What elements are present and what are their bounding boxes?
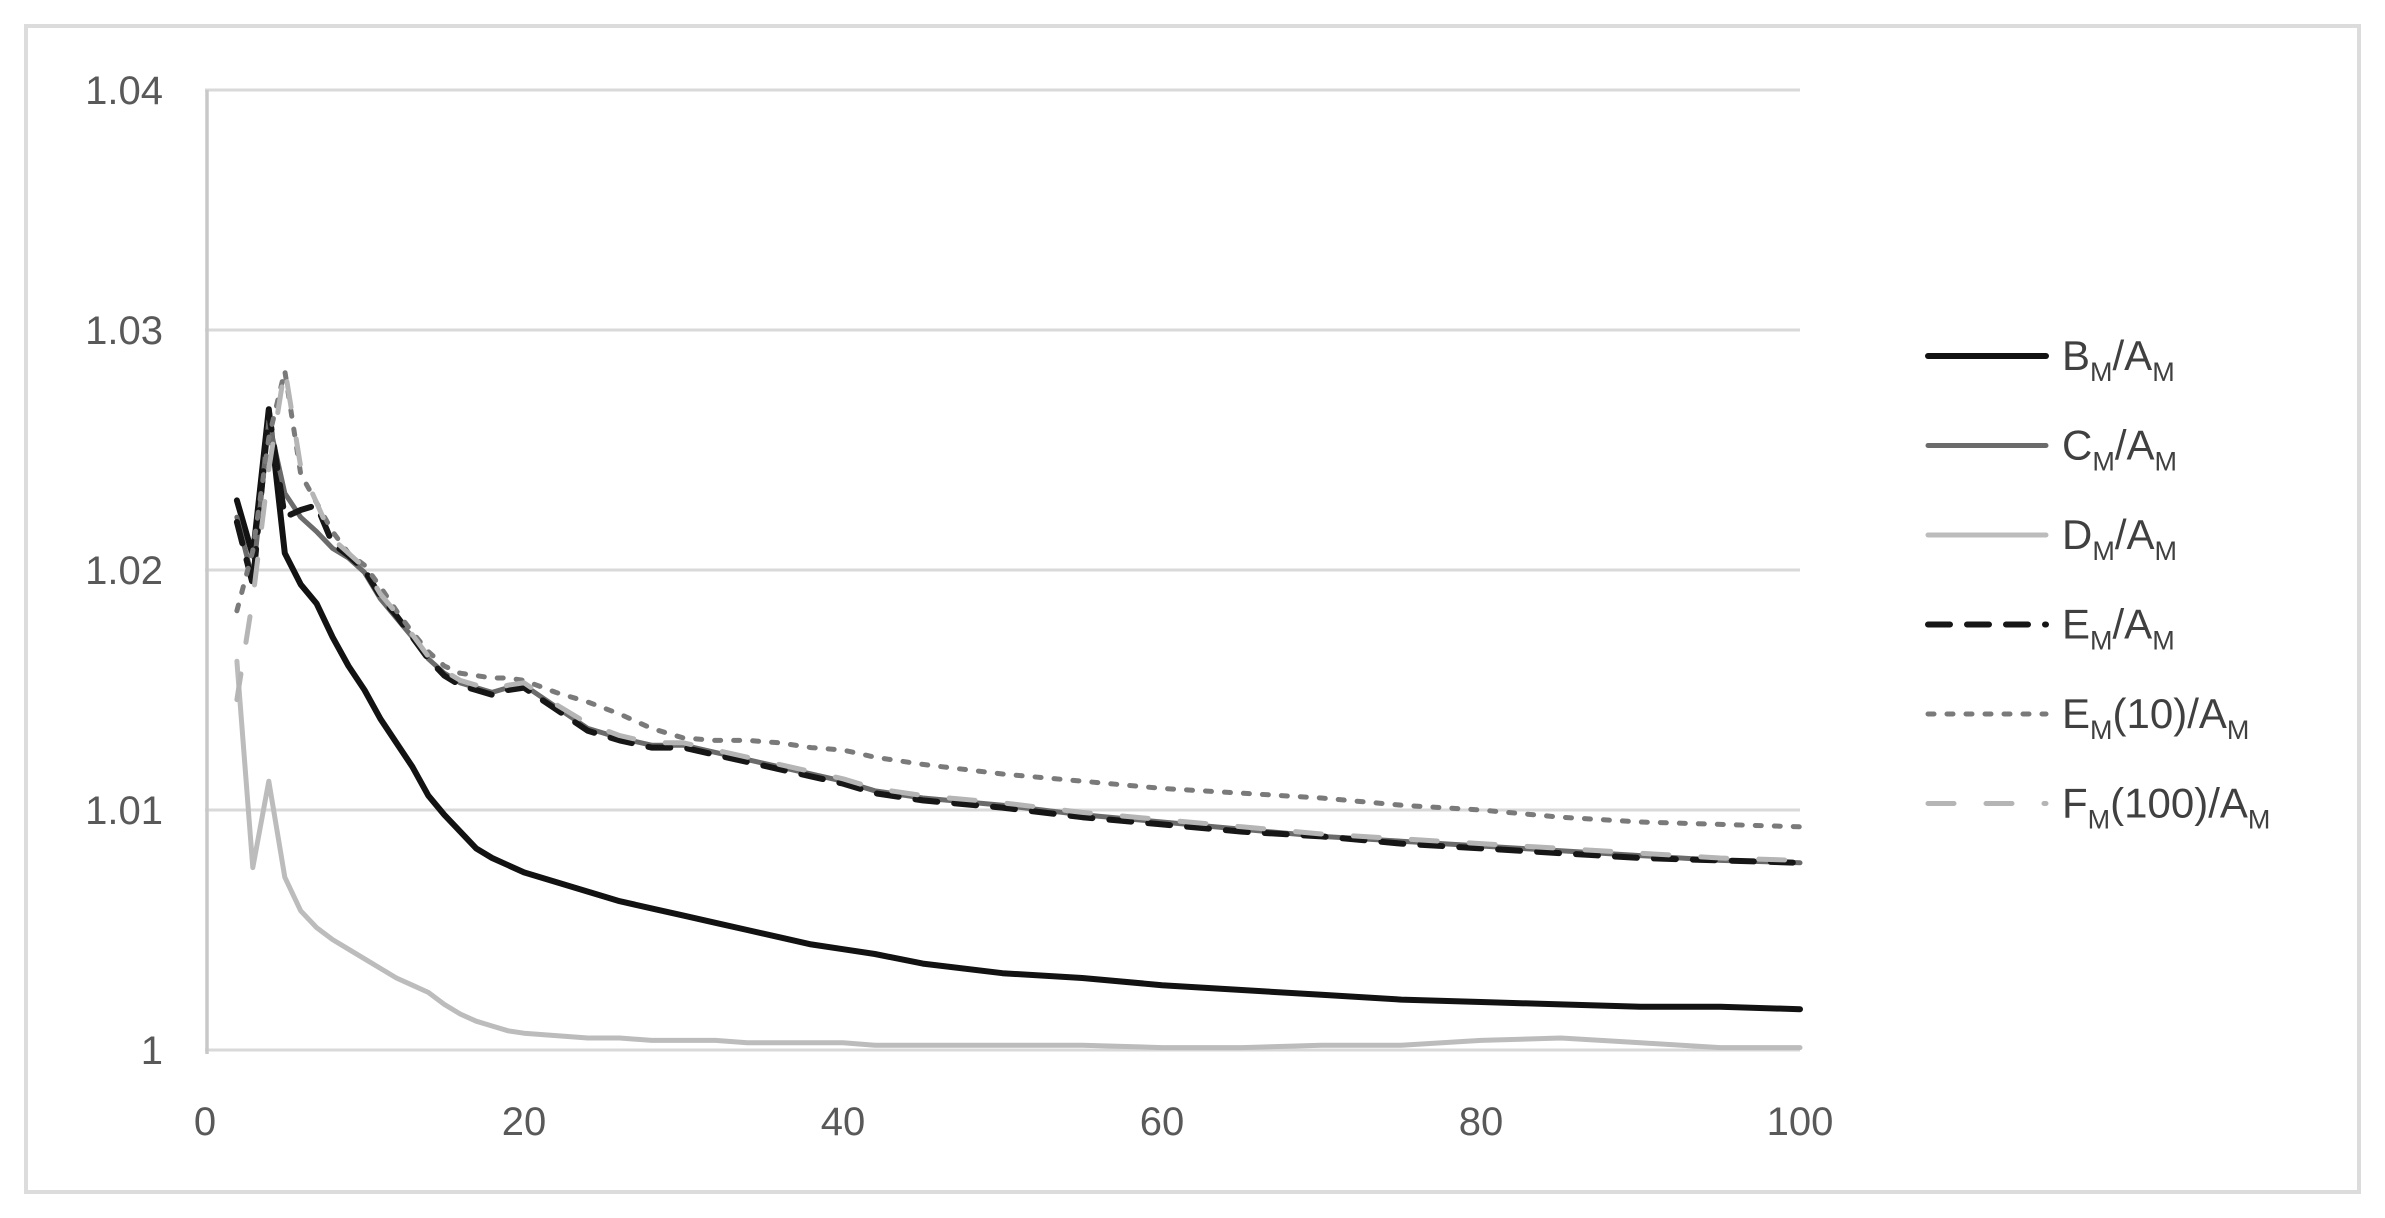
- series-line-b-m-a-m: [233, 406, 1803, 1013]
- x-tick-label: 100: [1767, 1100, 1834, 1144]
- series-line-e-m-10-a-m: [234, 368, 1803, 830]
- legend-label: FM​(100)/AM​: [2062, 780, 2270, 835]
- legend-item-e-m-a-m: EM​/AM​: [1925, 601, 2175, 656]
- y-tick-label: 1.03: [85, 309, 163, 353]
- y-tick-label: 1: [141, 1029, 163, 1073]
- gridlines: [205, 88, 1800, 1052]
- legend: BM​/AM​ CM​/AM​ DM​/AM​ EM​/AM​ EM​(10)/AM​ F…: [1925, 332, 2270, 835]
- series-line-d-m-a-m: [234, 658, 1803, 1051]
- series-line-c-m-a-m: [234, 418, 1803, 866]
- legend-item-e-m-10-a-m: EM​(10)/AM​: [1925, 690, 2249, 745]
- legend-label: DM​/AM​: [2062, 511, 2177, 566]
- legend-item-d-m-a-m: DM​/AM​: [1925, 511, 2177, 566]
- series-line-e-m-a-m: [233, 408, 1803, 866]
- series-lines: [233, 365, 1803, 1051]
- x-tick-label: 20: [502, 1100, 547, 1144]
- y-tick-label: 1.04: [85, 69, 163, 113]
- x-tick-label: 80: [1459, 1100, 1504, 1144]
- x-tick-label: 0: [194, 1100, 216, 1144]
- legend-label: BM​/AM​: [2062, 332, 2175, 387]
- y-tick-label: 1.01: [85, 789, 163, 833]
- legend-label: CM​/AM​: [2062, 422, 2177, 477]
- x-tick-label: 40: [821, 1100, 866, 1144]
- series-line-f-m-100-a-m: [234, 365, 1803, 863]
- legend-label: EM​(10)/AM​: [2062, 690, 2249, 745]
- legend-label: EM​/AM​: [2062, 601, 2175, 656]
- legend-item-c-m-a-m: CM​/AM​: [1925, 422, 2177, 477]
- legend-item-b-m-a-m: BM​/AM​: [1925, 332, 2175, 387]
- legend-item-f-m-100-a-m: FM​(100)/AM​: [1925, 780, 2270, 835]
- y-tick-label: 1.02: [85, 549, 163, 593]
- chart-frame: [24, 24, 2361, 1194]
- y-axis-labels: 1 1.01 1.02 1.03 1.04: [85, 69, 163, 1073]
- x-axis-labels: 0 20 40 60 80 100: [194, 1100, 1834, 1144]
- x-tick-label: 60: [1140, 1100, 1185, 1144]
